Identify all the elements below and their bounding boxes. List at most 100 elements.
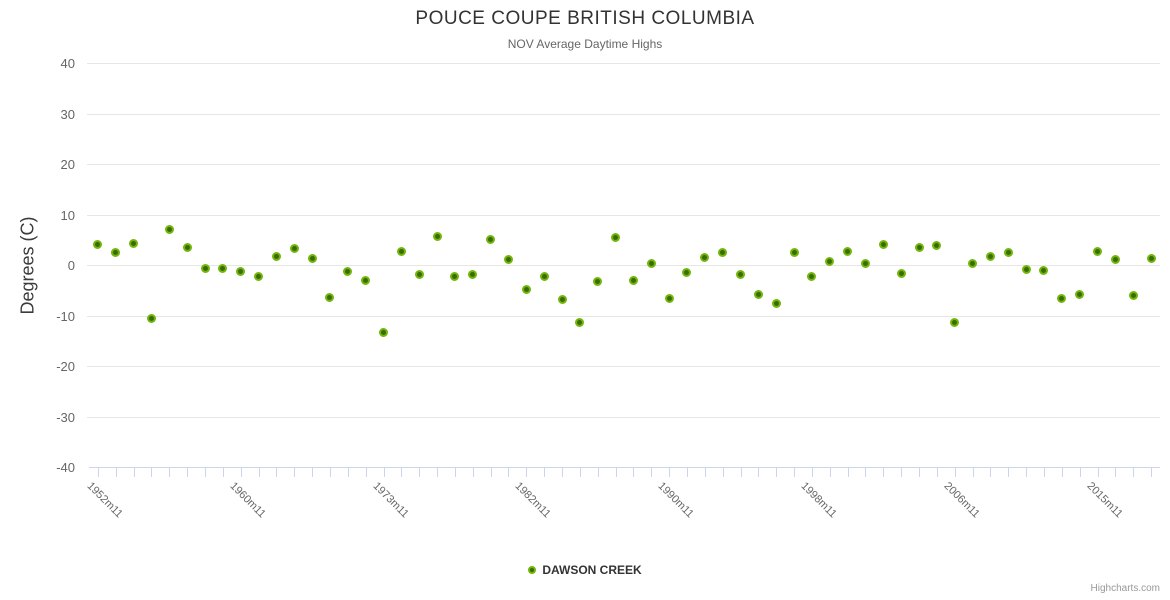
data-point[interactable]: [771, 298, 781, 308]
y-axis-tick-label: -40: [56, 460, 75, 475]
data-point[interactable]: [1146, 254, 1156, 264]
y-axis-tick-label: 40: [60, 56, 75, 71]
data-point[interactable]: [611, 233, 621, 243]
data-point[interactable]: [1039, 265, 1049, 275]
data-point[interactable]: [200, 264, 210, 274]
x-axis-tick: [133, 468, 135, 477]
data-point[interactable]: [575, 318, 585, 328]
data-point[interactable]: [878, 239, 888, 249]
data-point[interactable]: [807, 271, 817, 281]
x-axis-tick: [240, 468, 242, 477]
data-point[interactable]: [307, 253, 317, 263]
x-axis-tick: [811, 468, 813, 477]
data-point[interactable]: [379, 327, 389, 337]
x-axis-tick: [276, 468, 278, 477]
data-point[interactable]: [860, 258, 870, 268]
data-point[interactable]: [1021, 265, 1031, 275]
y-gridline: [87, 113, 1160, 115]
data-point[interactable]: [646, 258, 656, 268]
data-point[interactable]: [129, 238, 139, 248]
data-point[interactable]: [1093, 246, 1103, 256]
data-point[interactable]: [343, 266, 353, 276]
data-point[interactable]: [789, 248, 799, 258]
x-axis-tick: [1097, 468, 1099, 477]
y-axis-tick-label: -20: [56, 359, 75, 374]
x-axis-tick-label: 1960m11: [227, 480, 268, 521]
data-point[interactable]: [414, 270, 424, 280]
data-point[interactable]: [593, 277, 603, 287]
data-point[interactable]: [254, 272, 264, 282]
data-point[interactable]: [218, 264, 228, 274]
data-point[interactable]: [736, 269, 746, 279]
data-point[interactable]: [628, 275, 638, 285]
x-axis-tick-label: 1998m11: [798, 480, 839, 521]
data-point[interactable]: [1110, 255, 1120, 265]
data-point[interactable]: [1003, 248, 1013, 258]
data-point[interactable]: [503, 254, 513, 264]
data-point[interactable]: [468, 269, 478, 279]
x-axis-tick: [919, 468, 921, 477]
y-axis-tick-label: 20: [60, 157, 75, 172]
data-point[interactable]: [753, 290, 763, 300]
x-axis-tick: [151, 468, 153, 477]
data-point[interactable]: [486, 235, 496, 245]
x-axis-tick: [579, 468, 581, 477]
data-point[interactable]: [361, 276, 371, 286]
x-axis-tick: [454, 468, 456, 477]
data-point[interactable]: [182, 243, 192, 253]
legend-marker-icon: [528, 566, 537, 574]
data-point[interactable]: [111, 248, 121, 258]
y-gridline: [87, 366, 1160, 367]
x-axis-tick-label: 1982m11: [512, 480, 554, 521]
data-point[interactable]: [93, 240, 103, 250]
data-point[interactable]: [432, 232, 442, 242]
data-point[interactable]: [236, 266, 246, 276]
x-axis-tick: [544, 468, 546, 477]
x-axis-tick: [97, 468, 99, 477]
x-axis-tick: [794, 468, 796, 477]
data-point[interactable]: [396, 247, 406, 257]
data-point[interactable]: [664, 293, 674, 303]
x-axis-tick: [1043, 468, 1045, 477]
data-point[interactable]: [325, 293, 335, 303]
data-point[interactable]: [289, 244, 299, 254]
x-axis-tick: [1079, 468, 1081, 477]
x-axis-tick: [365, 468, 367, 477]
data-point[interactable]: [450, 272, 460, 282]
data-point[interactable]: [718, 248, 728, 258]
x-axis-tick: [669, 468, 671, 477]
data-point[interactable]: [521, 284, 531, 294]
x-axis-tick: [597, 468, 599, 477]
data-point[interactable]: [932, 240, 942, 250]
y-axis-tick-label: -10: [56, 308, 75, 324]
legend-item-dawson-creek[interactable]: DAWSON CREEK: [0, 563, 1170, 577]
data-point[interactable]: [539, 271, 549, 281]
x-axis-tick: [722, 468, 724, 477]
data-point[interactable]: [271, 251, 281, 261]
x-axis-tick: [954, 468, 956, 477]
data-point[interactable]: [1075, 289, 1085, 299]
x-axis-tick: [508, 468, 510, 477]
data-point[interactable]: [557, 295, 567, 305]
x-axis-tick: [1115, 468, 1117, 477]
data-point[interactable]: [914, 242, 924, 252]
highcharts-credit-link[interactable]: Highcharts.com: [1090, 583, 1160, 594]
data-point[interactable]: [950, 317, 960, 327]
data-point[interactable]: [146, 314, 156, 324]
y-gridline: [87, 416, 1160, 418]
data-point[interactable]: [682, 268, 692, 278]
x-axis-tick: [312, 468, 314, 477]
data-point[interactable]: [164, 224, 174, 234]
x-axis-tick: [847, 468, 849, 477]
data-point[interactable]: [1128, 290, 1138, 300]
data-point[interactable]: [985, 252, 995, 262]
data-point[interactable]: [700, 253, 710, 263]
data-point[interactable]: [968, 258, 978, 268]
data-point[interactable]: [843, 247, 853, 257]
data-point[interactable]: [896, 268, 906, 278]
x-axis-tick: [490, 468, 492, 477]
data-point[interactable]: [1057, 294, 1067, 304]
x-axis-tick: [294, 468, 296, 477]
data-point[interactable]: [825, 256, 835, 266]
